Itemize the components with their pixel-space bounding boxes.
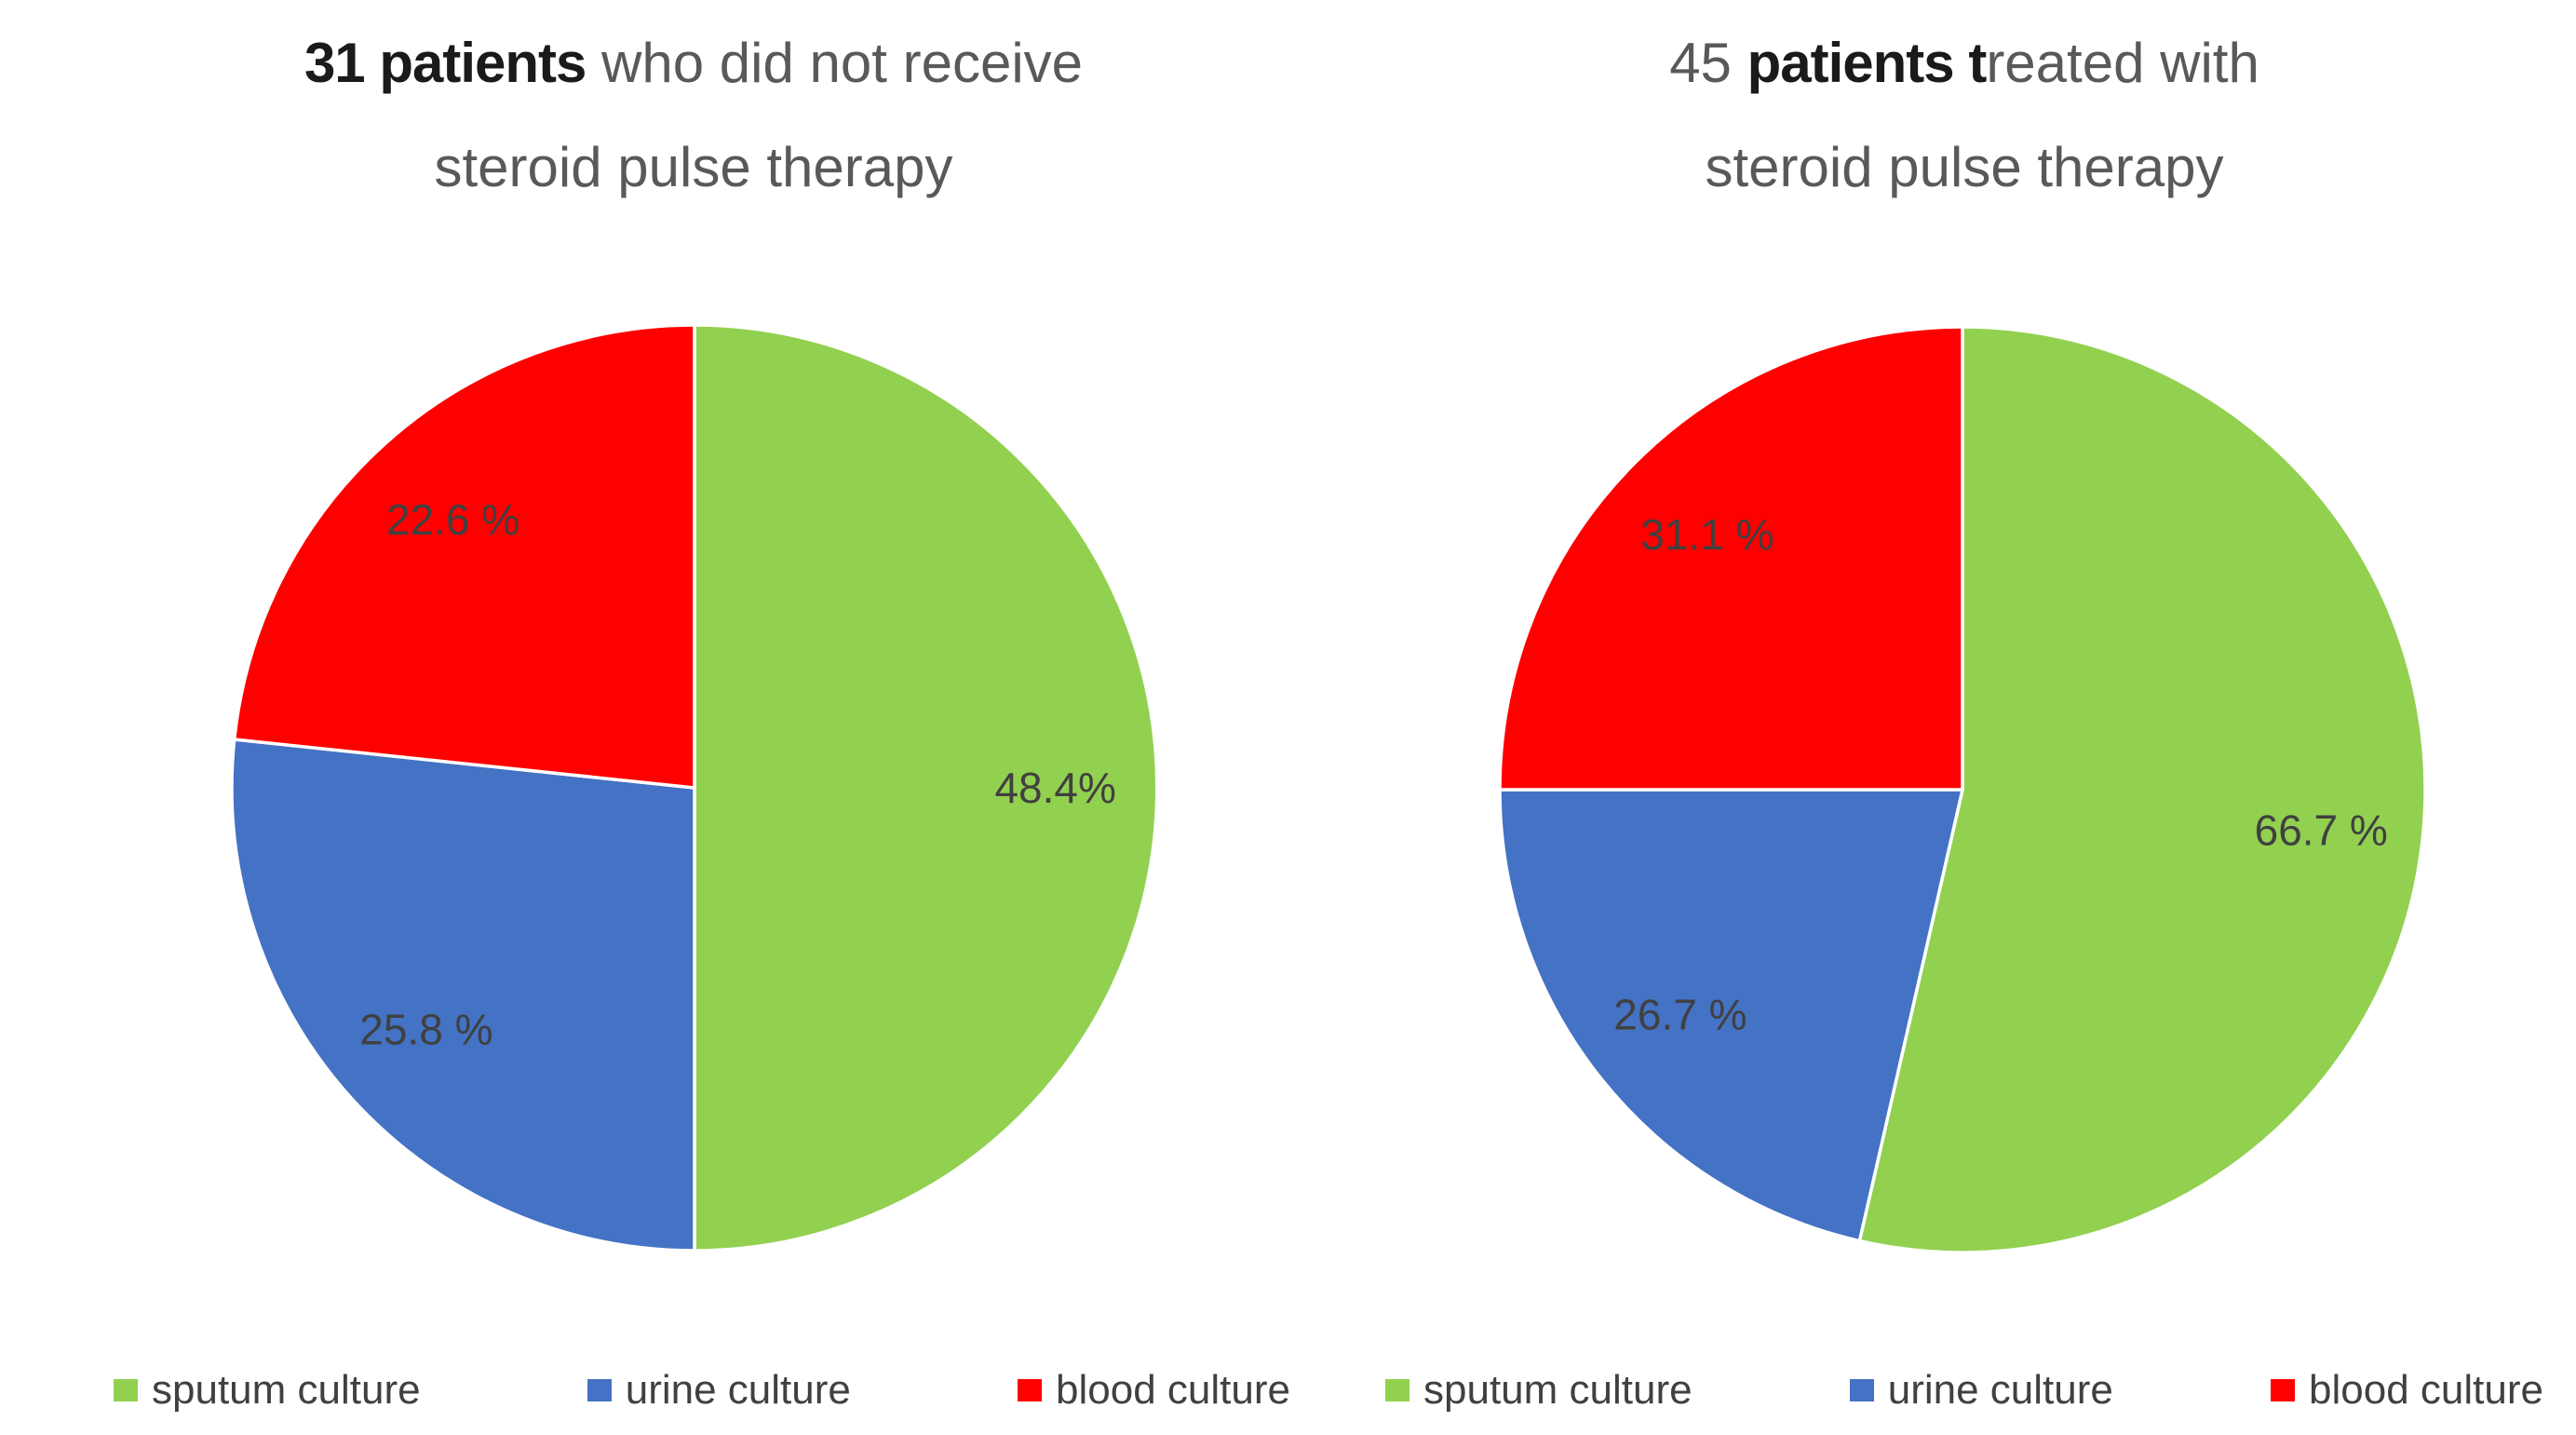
legend-item-urine-culture: urine culture	[1849, 1367, 2113, 1414]
legend-swatch-icon	[1849, 1379, 1874, 1401]
pie-slice-blood-culture	[1498, 325, 1964, 792]
pie-slice-label: 48.4%	[994, 764, 1115, 812]
title-regular-text: 45	[1669, 32, 1747, 94]
legend-item-blood-culture: blood culture	[1018, 1367, 1290, 1414]
chart-left-title: 31 patients who did not receive steroid …	[42, 11, 1345, 220]
chart-title-line2: steroid pulse therapy	[434, 136, 953, 198]
legend-item-blood-culture: blood culture	[2271, 1367, 2543, 1414]
legend-label: urine culture	[625, 1367, 851, 1413]
pie-chart-steroid: 66.7 % 26.7 % 31.1 %	[1498, 325, 2427, 1254]
legend-swatch-icon	[1018, 1379, 1043, 1401]
chart-right-title: 45 patients treated with steroid pulse t…	[1313, 11, 2576, 220]
pie-slice-urine-culture	[230, 738, 696, 1252]
pie-slice-sputum-culture	[693, 323, 1159, 1252]
legend-label: blood culture	[2309, 1367, 2543, 1413]
legend-label: urine culture	[1887, 1367, 2113, 1413]
pie-slice-label: 22.6 %	[386, 495, 519, 544]
pie-slice-blood-culture	[232, 323, 696, 790]
pie-slice-label: 25.8 %	[359, 1005, 492, 1053]
title-regular-text: who did not receive	[586, 32, 1084, 94]
legend-swatch-icon	[587, 1379, 612, 1401]
legend-swatch-icon	[114, 1379, 138, 1401]
legend-item-urine-culture: urine culture	[587, 1367, 851, 1414]
pie-slice-urine-culture	[1498, 788, 1964, 1243]
legend-label: sputum culture	[152, 1367, 421, 1413]
pie-chart-no-steroid: 48.4% 25.8 % 22.6 %	[230, 323, 1159, 1252]
legend-swatch-icon	[1385, 1379, 1409, 1401]
pie-slice-label: 31.1 %	[1640, 510, 1774, 559]
title-emphasis-text: 31 patients	[303, 32, 587, 94]
pie-slice-sputum-culture	[1857, 325, 2427, 1254]
legend: sputum culture urine culture blood culture	[1385, 1367, 2543, 1414]
title-emphasis-text: patients t	[1747, 32, 1988, 94]
legend: sputum culture urine culture blood culture	[114, 1367, 1290, 1414]
legend-label: sputum culture	[1423, 1367, 1693, 1413]
chart-title-line1: 45 patients treated with	[1313, 11, 2576, 115]
pie-slice-label: 26.7 %	[1613, 991, 1747, 1039]
legend-label: blood culture	[1056, 1367, 1290, 1413]
pie-slice-label: 66.7 %	[2255, 805, 2388, 854]
legend-item-sputum-culture: sputum culture	[114, 1367, 421, 1414]
legend-swatch-icon	[2271, 1379, 2296, 1401]
chart-title-line2: steroid pulse therapy	[1705, 136, 2224, 198]
chart-title-line1: 31 patients who did not receive	[42, 11, 1345, 115]
title-regular-text: reated with	[1986, 32, 2259, 94]
legend-item-sputum-culture: sputum culture	[1385, 1367, 1693, 1414]
